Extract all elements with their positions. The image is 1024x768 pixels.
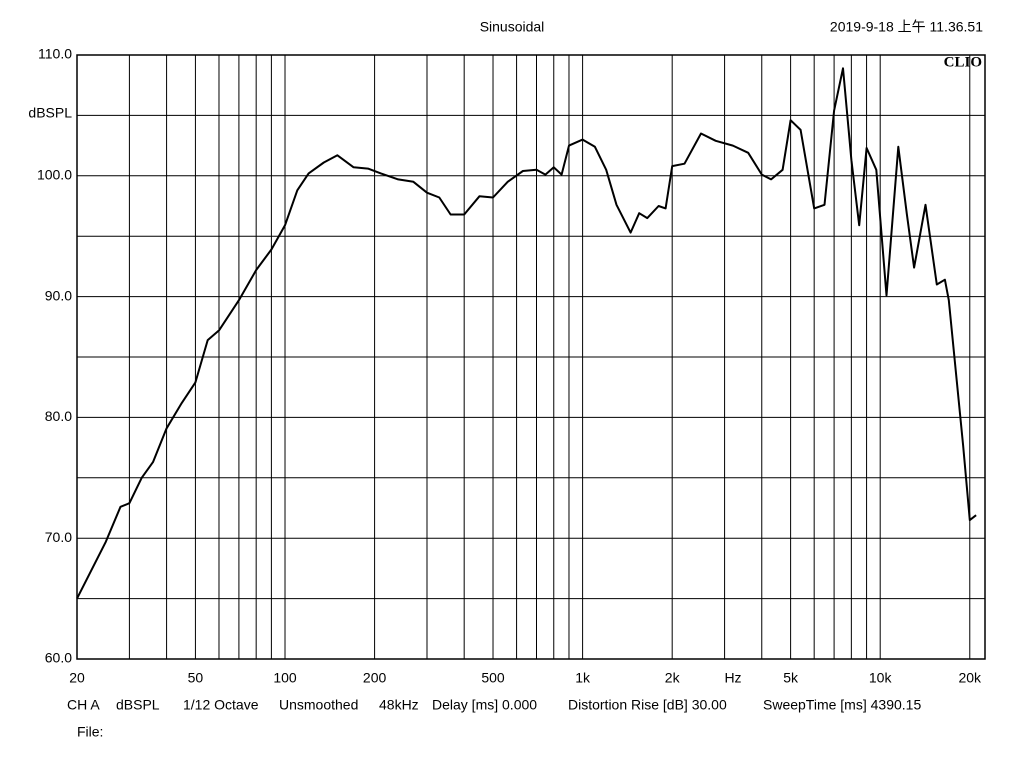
y-axis-label: dBSPL	[28, 105, 72, 121]
footer-item: Unsmoothed	[279, 697, 358, 713]
x-tick-label: 5k	[783, 670, 799, 686]
plot-frame	[76, 54, 986, 660]
x-tick-label: 500	[481, 670, 505, 686]
x-tick-label: 20k	[958, 670, 982, 686]
timestamp: 2019-9-18 上午 11.36.51	[830, 19, 983, 35]
y-tick-label: 80.0	[45, 408, 72, 424]
file-label: File:	[77, 724, 103, 740]
x-tick-label: 50	[188, 670, 204, 686]
x-axis-label: Hz	[724, 670, 741, 686]
y-tick-label: 100.0	[37, 167, 72, 183]
footer-item: 1/12 Octave	[183, 697, 259, 713]
y-tick-label: 60.0	[45, 650, 72, 666]
response-curve	[76, 67, 977, 600]
x-tick-label: 10k	[869, 670, 893, 686]
footer-item: SweepTime [ms] 4390.15	[763, 697, 921, 713]
footer-item: dBSPL	[116, 697, 160, 713]
brand: CLIO	[944, 54, 982, 70]
x-tick-label: 20	[69, 670, 85, 686]
x-tick-label: 100	[273, 670, 297, 686]
x-tick-label: 200	[363, 670, 387, 686]
x-tick-label: 2k	[665, 670, 681, 686]
y-tick-label: 110.0	[38, 46, 72, 62]
footer-item: Distortion Rise [dB] 30.00	[568, 697, 727, 713]
x-tick-label: 1k	[575, 670, 591, 686]
y-tick-label: 70.0	[45, 529, 72, 545]
footer-item: Delay [ms] 0.000	[432, 697, 537, 713]
footer-item: 48kHz	[379, 697, 419, 713]
y-tick-label: 90.0	[45, 287, 72, 303]
chart-title: Sinusoidal	[480, 19, 545, 35]
footer-item: CH A	[67, 697, 100, 713]
